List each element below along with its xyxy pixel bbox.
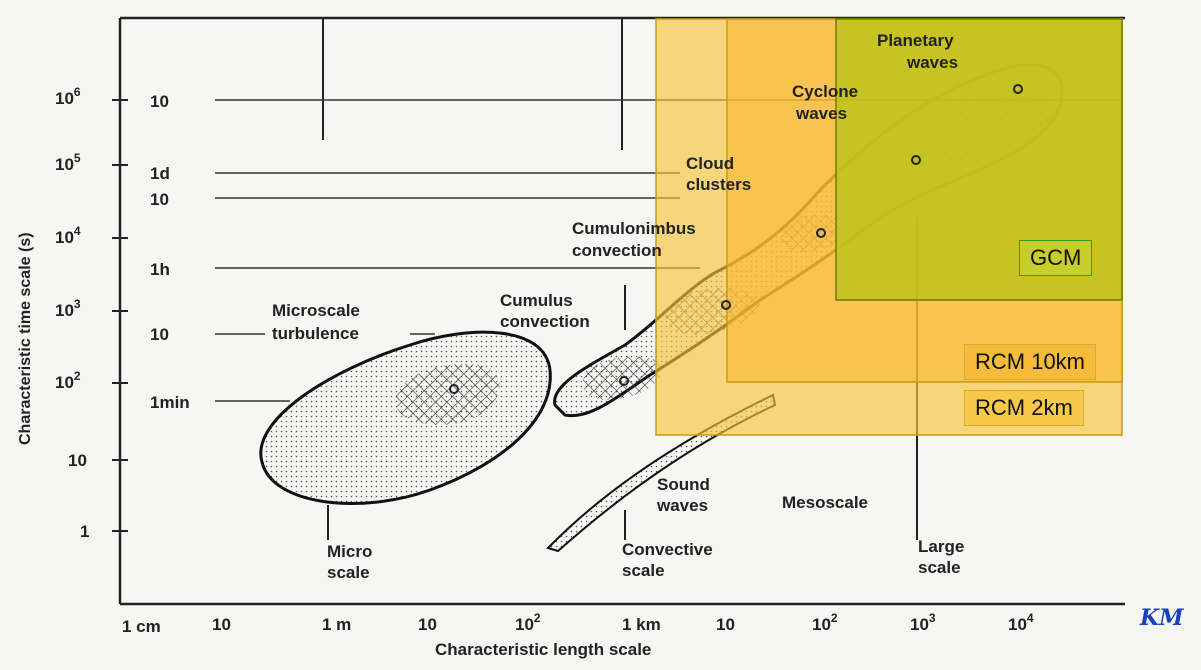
label-turbulence: turbulence: [272, 324, 359, 343]
microscale-turbulence-region: [259, 330, 552, 505]
label-micro: Micro: [327, 542, 372, 561]
inner-tick-1min: 1min: [150, 393, 190, 412]
y-tick-5: 105: [55, 151, 81, 174]
y-tick-marks: [112, 99, 128, 532]
label-cyclone-waves: waves: [795, 104, 847, 123]
label-cumulonimbus-convection: convection: [572, 241, 662, 260]
x-tick-10km: 10: [716, 615, 735, 634]
inner-tick-1h: 1h: [150, 260, 170, 279]
x-tick-100km: 102: [812, 611, 838, 634]
label-cyclone: Cyclone: [792, 82, 858, 101]
label-sound-waves: waves: [656, 496, 708, 515]
rcm-10km-label: RCM 10km: [964, 344, 1097, 380]
x-tick-10m: 10: [418, 615, 437, 634]
x-tick-10cm: 10: [212, 615, 231, 634]
y-tick-2: 102: [55, 369, 81, 392]
label-cumulonimbus: Cumulonimbus: [572, 219, 696, 238]
phenomena-labels: Microscale turbulence Cumulus convection…: [272, 31, 958, 515]
label-planetary-waves: waves: [906, 53, 958, 72]
label-micro-scale: scale: [327, 563, 370, 582]
y-axis-labels: 106 105 104 103 102 10 1 10 1d 10 1h 10 …: [17, 85, 190, 541]
inner-tick-10: 10: [150, 92, 169, 111]
x-tick-1km: 1 km: [622, 615, 661, 634]
label-cumulus-convection: convection: [500, 312, 590, 331]
inner-tick-1d: 1d: [150, 164, 170, 183]
label-clusters: clusters: [686, 175, 751, 194]
label-convective-scale: scale: [622, 561, 665, 580]
x-tick-1cm: 1 cm: [122, 617, 161, 636]
x-tick-10000km: 104: [1008, 611, 1034, 634]
label-mesoscale: Mesoscale: [782, 493, 868, 512]
label-convective: Convective: [622, 540, 713, 559]
x-tick-1000km: 103: [910, 611, 936, 634]
label-cloud: Cloud: [686, 154, 734, 173]
label-microscale: Microscale: [272, 301, 360, 320]
y-axis-title: Characteristic time scale (s): [17, 232, 34, 445]
y-tick-1: 10: [68, 451, 87, 470]
rcm-2km-label: RCM 2km: [964, 390, 1084, 426]
scale-labels: Micro scale Convective scale Large scale: [327, 537, 964, 582]
y-tick-4: 104: [55, 224, 81, 247]
x-tick-100m: 102: [515, 611, 541, 634]
label-large-scale: scale: [918, 558, 961, 577]
inner-tick-10min: 10: [150, 325, 169, 344]
label-large: Large: [918, 537, 964, 556]
label-sound: Sound: [657, 475, 710, 494]
inner-tick-10d: 10: [150, 190, 169, 209]
x-axis-title: Characteristic length scale: [435, 640, 651, 659]
y-tick-3: 103: [55, 297, 81, 320]
km-mark: KM: [1139, 605, 1184, 631]
core-markers: [449, 84, 1023, 394]
x-axis-labels: 1 cm 10 1 m 10 102 1 km 10 102 103 104 K…: [122, 605, 1184, 659]
label-planetary: Planetary: [877, 31, 954, 50]
y-tick-6: 106: [55, 85, 81, 108]
y-tick-0: 1: [80, 522, 89, 541]
x-tick-1m: 1 m: [322, 615, 351, 634]
gcm-label: GCM: [1019, 240, 1093, 276]
label-cumulus: Cumulus: [500, 291, 573, 310]
